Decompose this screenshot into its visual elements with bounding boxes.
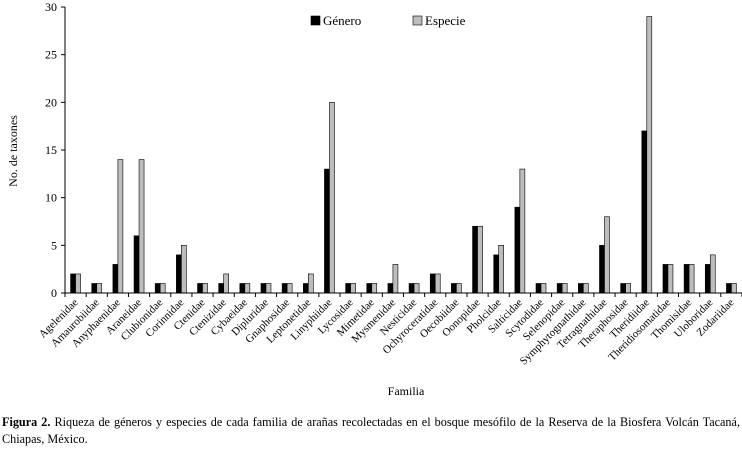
bar-especie <box>371 283 378 294</box>
bar-especie <box>667 264 674 294</box>
bar-especie <box>223 273 229 294</box>
bar-especie <box>265 283 272 294</box>
figure-caption: Figura 2. Riqueza de géneros y especies … <box>2 414 740 448</box>
bar-genero <box>91 283 98 294</box>
bar-genero <box>683 264 690 294</box>
bar-especie <box>519 168 526 294</box>
bar-genero <box>599 245 605 294</box>
bar-especie <box>477 225 483 294</box>
bar-genero <box>472 225 478 294</box>
bar-especie <box>434 273 441 294</box>
bar-especie <box>96 283 103 294</box>
bar-especie <box>540 283 547 294</box>
bar-genero <box>641 130 648 294</box>
bar-genero <box>704 264 711 294</box>
y-tick-label: 10 <box>45 191 57 205</box>
bar-especie <box>138 159 145 294</box>
bar-especie <box>646 16 653 294</box>
bar-especie <box>731 283 737 294</box>
y-tick-label: 20 <box>45 95 57 109</box>
bar-genero <box>133 235 140 294</box>
bar-especie <box>456 283 462 294</box>
bar-genero <box>197 283 203 294</box>
bar-genero <box>112 264 119 294</box>
bar-genero <box>218 283 224 294</box>
y-tick-label: 0 <box>51 286 57 300</box>
bar-genero <box>535 283 542 294</box>
bar-especie <box>117 159 124 294</box>
bar-genero <box>556 283 563 294</box>
bar-especie <box>688 264 695 294</box>
bar-genero <box>514 206 521 294</box>
bar-genero <box>451 283 457 294</box>
bar-especie <box>75 273 81 294</box>
y-tick-label: 30 <box>45 0 57 14</box>
bar-especie <box>625 283 631 294</box>
bars <box>70 16 737 294</box>
legend-swatch-especie <box>412 15 423 26</box>
bar-genero <box>345 283 351 294</box>
legend: Género Especie <box>310 13 466 28</box>
bar-genero <box>239 283 246 294</box>
bar-genero <box>429 273 436 294</box>
y-tick-label: 5 <box>51 238 57 252</box>
bar-genero <box>387 283 394 294</box>
bar-genero <box>620 283 626 294</box>
legend-swatch-genero <box>310 15 321 26</box>
bar-genero <box>281 283 288 294</box>
caption-text: Riqueza de géneros y especies de cada fa… <box>2 415 740 446</box>
bar-especie <box>392 264 399 294</box>
bar-especie <box>583 283 589 294</box>
bar-genero <box>366 283 373 294</box>
bar-chart: 0 5 10 15 20 25 30 AgelenidaeAmaurobiidaeAnyph… <box>6 0 742 398</box>
bar-especie <box>413 283 420 294</box>
bar-genero <box>154 283 161 294</box>
bar-especie <box>329 102 335 294</box>
bar-genero <box>578 283 584 294</box>
bar-especie <box>307 273 314 294</box>
bar-genero <box>662 264 669 294</box>
x-axis-label: Familia <box>388 384 425 398</box>
bar-genero <box>726 283 732 294</box>
bar-especie <box>604 216 610 294</box>
bar-especie <box>561 283 568 294</box>
legend-label-genero: Género <box>323 13 361 28</box>
bar-genero <box>302 283 309 294</box>
y-axis-label: No. de taxones <box>6 115 20 187</box>
bar-especie <box>159 283 166 294</box>
y-tick-label: 25 <box>45 48 57 62</box>
bar-genero <box>70 273 76 294</box>
bar-especie <box>709 254 716 294</box>
y-tick-label: 15 <box>45 143 57 157</box>
bar-genero <box>493 254 500 294</box>
bar-especie <box>202 283 208 294</box>
bar-especie <box>244 283 251 294</box>
bar-especie <box>286 283 293 294</box>
bar-especie <box>498 245 505 294</box>
bar-genero <box>324 168 330 294</box>
legend-label-especie: Especie <box>425 13 466 28</box>
bar-especie <box>350 283 356 294</box>
bar-genero <box>176 254 182 294</box>
bar-genero <box>408 283 415 294</box>
caption-label: Figura 2. <box>2 415 51 429</box>
bar-genero <box>260 283 267 294</box>
bar-especie <box>181 245 187 294</box>
y-axis-ticks: 0 5 10 15 20 25 30 <box>45 0 65 300</box>
x-axis-ticks: AgelenidaeAmaurobiidaeAnyphaenidaeAranei… <box>37 293 742 367</box>
